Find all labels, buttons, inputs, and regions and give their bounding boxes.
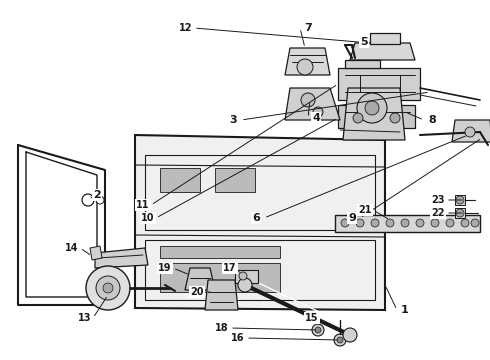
Polygon shape: [135, 135, 385, 310]
Circle shape: [390, 113, 400, 123]
Circle shape: [461, 219, 469, 227]
Text: 18: 18: [215, 323, 229, 333]
Polygon shape: [160, 168, 200, 192]
Polygon shape: [370, 33, 400, 44]
Text: 14: 14: [65, 243, 79, 253]
Circle shape: [416, 219, 424, 227]
Polygon shape: [160, 246, 280, 258]
Bar: [145, 240, 375, 300]
Circle shape: [401, 219, 409, 227]
Polygon shape: [345, 60, 380, 68]
Polygon shape: [215, 168, 255, 192]
Text: 12: 12: [179, 23, 193, 33]
Text: 9: 9: [348, 213, 356, 223]
Circle shape: [86, 266, 130, 310]
Polygon shape: [338, 68, 420, 100]
Text: 16: 16: [231, 333, 245, 343]
Text: 15: 15: [305, 313, 319, 323]
Text: 8: 8: [428, 115, 436, 125]
Text: 23: 23: [431, 195, 445, 205]
Circle shape: [446, 219, 454, 227]
Text: 5: 5: [360, 37, 368, 47]
Text: 2: 2: [93, 190, 101, 200]
Polygon shape: [285, 48, 330, 75]
Polygon shape: [335, 215, 480, 232]
Polygon shape: [95, 248, 148, 268]
Polygon shape: [455, 208, 465, 218]
Text: 1: 1: [401, 305, 409, 315]
Polygon shape: [350, 43, 415, 60]
Circle shape: [301, 93, 315, 107]
Circle shape: [357, 93, 387, 123]
Circle shape: [238, 278, 252, 292]
Circle shape: [82, 194, 94, 206]
Circle shape: [371, 219, 379, 227]
Circle shape: [386, 219, 394, 227]
Text: 10: 10: [141, 213, 155, 223]
Circle shape: [353, 113, 363, 123]
Circle shape: [343, 328, 357, 342]
Polygon shape: [90, 246, 102, 260]
Polygon shape: [338, 105, 415, 128]
Polygon shape: [452, 120, 490, 142]
Text: 22: 22: [431, 208, 445, 218]
Polygon shape: [185, 268, 215, 290]
Polygon shape: [160, 263, 280, 292]
Circle shape: [313, 107, 323, 117]
Text: 7: 7: [304, 23, 312, 33]
Text: 13: 13: [78, 313, 92, 323]
Polygon shape: [455, 195, 465, 205]
Circle shape: [471, 219, 479, 227]
Polygon shape: [205, 280, 238, 310]
Circle shape: [456, 196, 464, 204]
Circle shape: [465, 127, 475, 137]
Text: 3: 3: [229, 115, 237, 125]
Circle shape: [337, 337, 343, 343]
Text: 20: 20: [190, 287, 204, 297]
Polygon shape: [343, 88, 405, 140]
Text: 11: 11: [136, 200, 150, 210]
Circle shape: [356, 219, 364, 227]
Bar: [145, 155, 375, 230]
Circle shape: [456, 209, 464, 217]
Text: 6: 6: [252, 213, 260, 223]
Circle shape: [96, 276, 120, 300]
Circle shape: [312, 324, 324, 336]
Circle shape: [334, 334, 346, 346]
Text: 19: 19: [158, 263, 172, 273]
Circle shape: [96, 196, 104, 204]
Circle shape: [103, 283, 113, 293]
Circle shape: [315, 327, 321, 333]
Text: 21: 21: [358, 205, 372, 215]
Circle shape: [431, 219, 439, 227]
Circle shape: [239, 272, 247, 280]
Polygon shape: [235, 270, 258, 283]
Polygon shape: [285, 88, 340, 120]
Circle shape: [365, 101, 379, 115]
Text: 17: 17: [223, 263, 237, 273]
Bar: [360, 75, 400, 92]
Circle shape: [341, 219, 349, 227]
Circle shape: [297, 59, 313, 75]
Text: 4: 4: [312, 113, 320, 123]
